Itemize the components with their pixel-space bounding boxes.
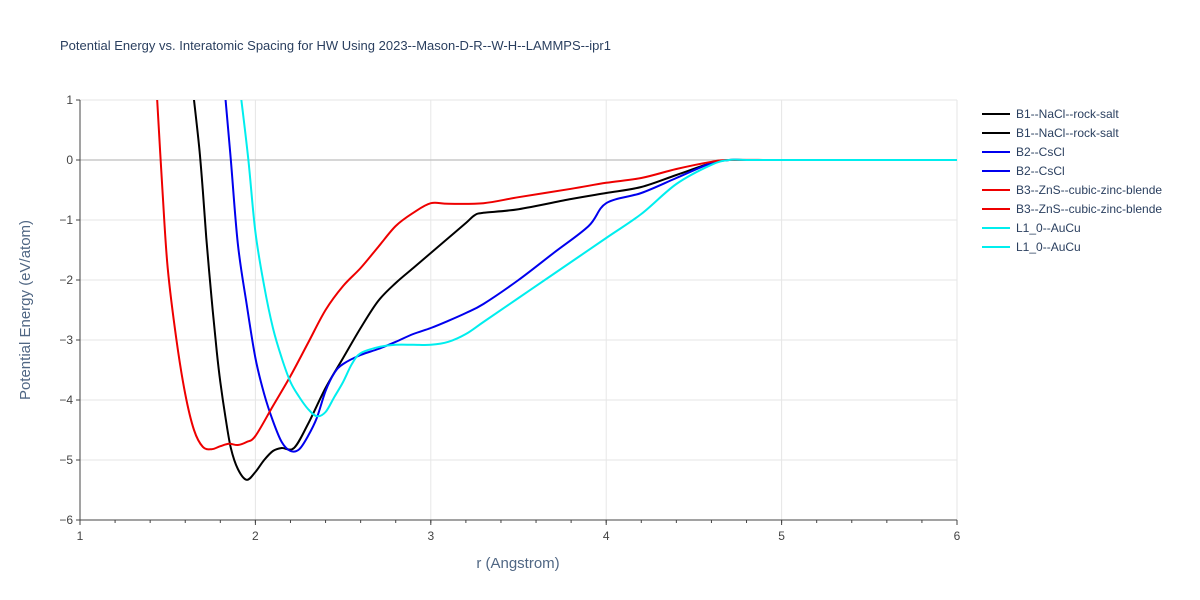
- axes: 1 2 3 4 5 6 1 0 −1 −2 −3 −4 −5 −6: [59, 93, 960, 543]
- legend-label: B1--NaCl--rock-salt: [1016, 107, 1119, 121]
- x-tick-label: 5: [778, 529, 785, 543]
- y-tick-label: 1: [66, 93, 73, 107]
- series-line: [240, 100, 957, 418]
- series-line: [224, 100, 957, 453]
- legend-label: B3--ZnS--cubic-zinc-blende: [1016, 183, 1162, 197]
- x-tick-label: 4: [603, 529, 610, 543]
- x-tick-label: 2: [252, 529, 259, 543]
- legend-label: B2--CsCl: [1016, 145, 1065, 159]
- y-tick-label: −3: [59, 333, 73, 347]
- chart-title: Potential Energy vs. Interatomic Spacing…: [60, 38, 611, 53]
- grid: [80, 99, 958, 520]
- x-axis-title: r (Angstrom): [476, 555, 559, 572]
- legend-label: B2--CsCl: [1016, 164, 1065, 178]
- legend-label: L1_0--AuCu: [1016, 221, 1081, 235]
- y-axis-title: Potential Energy (eV/atom): [17, 220, 34, 400]
- x-tick-label: 3: [427, 529, 434, 543]
- series-line: [193, 100, 957, 481]
- series-line: [156, 100, 957, 451]
- legend-label: L1_0--AuCu: [1016, 240, 1081, 254]
- legend-label: B1--NaCl--rock-salt: [1016, 126, 1119, 140]
- y-tick-label: −2: [59, 273, 73, 287]
- y-tick-label: −4: [59, 393, 73, 407]
- x-tick-label: 1: [77, 529, 84, 543]
- y-tick-label: −1: [59, 213, 73, 227]
- y-tick-label: 0: [66, 153, 73, 167]
- x-tick-label: 6: [954, 529, 961, 543]
- plot-area: [156, 100, 957, 481]
- legend: B1--NaCl--rock-salt B1--NaCl--rock-salt B2…: [982, 107, 1162, 254]
- y-tick-label: −5: [59, 453, 73, 467]
- legend-label: B3--ZnS--cubic-zinc-blende: [1016, 202, 1162, 216]
- y-tick-label: −6: [59, 513, 73, 527]
